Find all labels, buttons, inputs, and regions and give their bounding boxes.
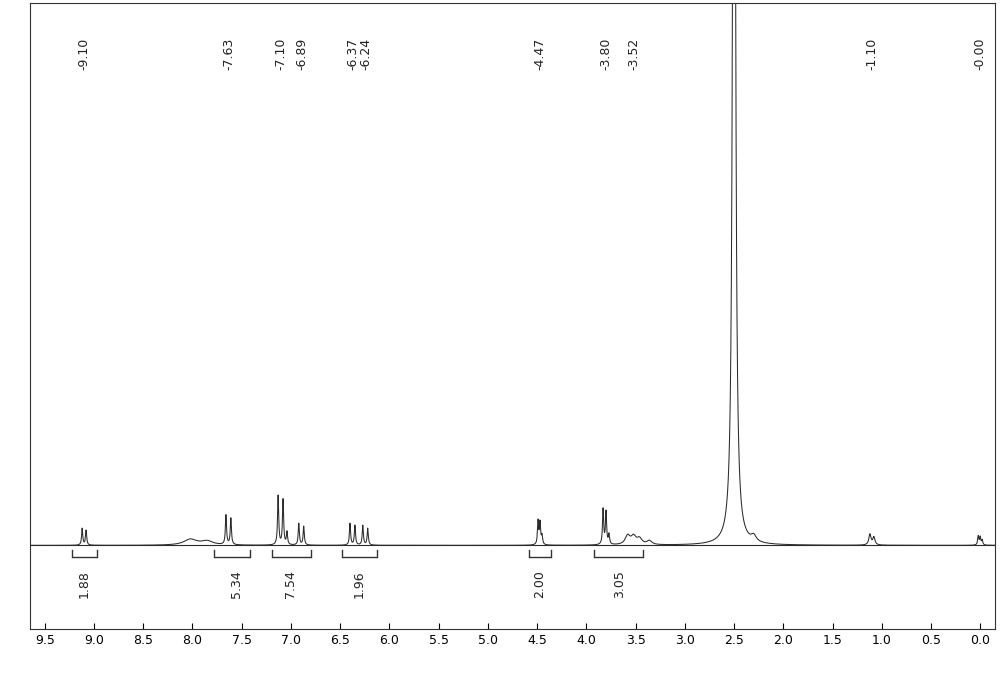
Text: -6.37: -6.37	[346, 38, 359, 70]
Text: -4.47: -4.47	[534, 38, 547, 70]
Text: 1.96: 1.96	[352, 570, 365, 598]
Text: 7.54: 7.54	[284, 570, 297, 598]
Text: 2.00: 2.00	[534, 570, 547, 598]
Text: -1.10: -1.10	[865, 38, 878, 70]
Text: -0.00: -0.00	[974, 38, 987, 71]
Text: -6.24: -6.24	[359, 38, 372, 70]
Text: -7.10: -7.10	[275, 38, 288, 71]
Text: -3.80: -3.80	[600, 38, 613, 71]
Text: 5.34: 5.34	[230, 570, 243, 598]
Text: -9.10: -9.10	[78, 38, 91, 70]
Text: -3.52: -3.52	[627, 38, 640, 70]
Text: -6.89: -6.89	[295, 38, 308, 70]
Text: 3.05: 3.05	[613, 570, 626, 598]
Text: 1.88: 1.88	[78, 570, 91, 598]
Text: -7.63: -7.63	[222, 38, 235, 70]
